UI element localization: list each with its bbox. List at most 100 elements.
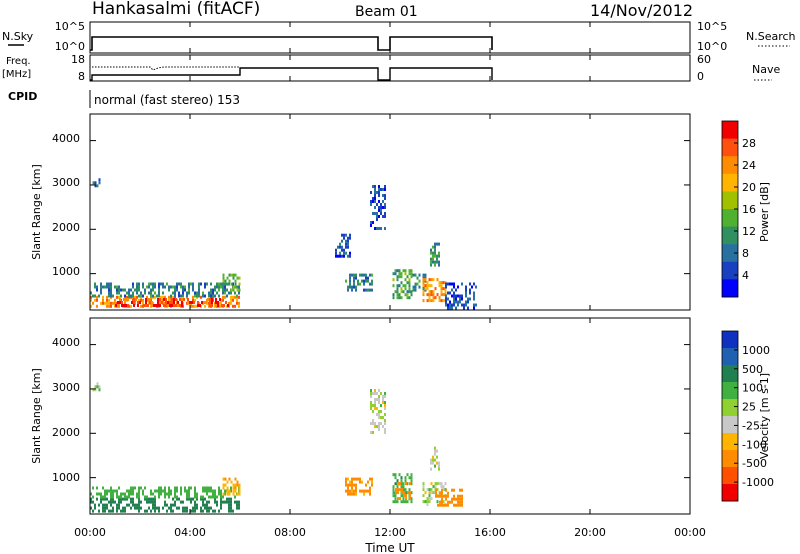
- heatmap-cell: [451, 303, 453, 307]
- heatmap-cell: [220, 500, 222, 504]
- heatmap-cell: [473, 294, 475, 298]
- heatmap-cell: [349, 279, 351, 283]
- heatmap-cell: [230, 489, 232, 493]
- heatmap-cell: [108, 294, 110, 298]
- heatmap-cell: [158, 495, 160, 499]
- heatmap-cell: [208, 495, 210, 499]
- heatmap-cell: [181, 298, 183, 301]
- heatmap-cell: [202, 294, 204, 298]
- heatmap-cell: [416, 282, 419, 286]
- heatmap-cell: [439, 503, 441, 507]
- heatmap-cell: [398, 275, 401, 279]
- heatmap-cell: [226, 489, 229, 493]
- heatmap-cell: [359, 273, 361, 277]
- heatmap-cell: [214, 288, 216, 292]
- heatmap-cell: [392, 491, 395, 495]
- heatmap-cell: [370, 389, 372, 392]
- heatmap-cell: [104, 503, 106, 507]
- heatmap-cell: [376, 425, 378, 428]
- heatmap-cell: [156, 506, 158, 510]
- colorbar-swatch: [722, 173, 738, 192]
- heatmap-cell: [150, 294, 152, 298]
- heatmap-cell: [192, 288, 194, 292]
- heatmap-cell: [140, 500, 142, 504]
- heatmap-cell: [455, 497, 457, 501]
- heatmap-cell: [160, 492, 162, 496]
- heatmap-cell: [461, 494, 463, 498]
- heatmap-cell: [400, 281, 403, 285]
- heatmap-cell: [148, 506, 150, 510]
- heatmap-cell: [222, 273, 225, 277]
- heatmap-cell: [180, 294, 182, 298]
- heatmap-cell: [445, 300, 447, 304]
- heatmap-cell: [473, 282, 475, 286]
- heatmap-cell: [180, 285, 182, 289]
- heatmap-cell: [234, 500, 236, 504]
- heatmap-cell: [374, 398, 376, 401]
- freq-unit-label: [MHz]: [2, 69, 31, 80]
- heatmap-cell: [178, 497, 180, 501]
- heatmap-cell: [136, 495, 138, 499]
- heatmap-cell: [106, 301, 108, 305]
- heatmap-cell: [222, 483, 225, 487]
- heatmap-cell: [90, 304, 92, 308]
- heatmap-cell: [234, 295, 236, 299]
- heatmap-cell: [204, 503, 206, 507]
- heatmap-cell: [378, 185, 380, 188]
- heatmap-cell: [361, 480, 363, 484]
- heatmap-cell: [408, 290, 411, 294]
- heatmap-cell: [154, 285, 156, 289]
- heatmap-cell: [131, 301, 133, 304]
- heatmap-cell: [144, 497, 146, 501]
- heatmap-cell: [92, 181, 95, 185]
- heatmap-cell: [398, 272, 401, 276]
- heatmap-cell: [439, 500, 441, 504]
- heatmap-cell: [132, 486, 134, 490]
- heatmap-cell: [204, 285, 206, 289]
- heatmap-cell: [138, 497, 140, 501]
- heatmap-cell: [457, 500, 459, 504]
- heatmap-cell: [177, 301, 179, 304]
- heatmap-cell: [353, 492, 355, 496]
- heatmap-cell: [434, 482, 437, 486]
- heatmap-cell: [192, 304, 194, 308]
- heatmap-cell: [224, 291, 226, 295]
- heatmap-cell: [100, 291, 102, 295]
- colorbar-swatch: [722, 433, 738, 451]
- heatmap-cell: [194, 495, 196, 499]
- heatmap-cell: [443, 494, 445, 498]
- heatmap-cell: [220, 503, 222, 507]
- freq-left-tick-bottom: 8: [78, 70, 85, 83]
- heatmap-cell: [126, 295, 128, 299]
- heatmap-cell: [400, 500, 403, 504]
- velocity-colorbar: 1000 500 100 25 -25 -100 -500 -1000: [721, 330, 774, 502]
- heatmap-cell: [449, 282, 451, 286]
- heatmap-cell: [149, 298, 151, 301]
- heatmap-cell: [447, 491, 449, 495]
- heatmap-cell: [117, 301, 119, 304]
- heatmap-cell: [398, 284, 401, 288]
- heatmap-cell: [376, 392, 378, 395]
- heatmap-cell: [404, 479, 407, 483]
- heatmap-cell: [154, 291, 156, 295]
- heatmap-cell: [335, 251, 337, 255]
- heatmap-cell: [436, 500, 439, 504]
- heatmap-cell: [428, 494, 431, 498]
- colorbar-tick-label: 4: [742, 269, 749, 282]
- heatmap-cell: [164, 495, 166, 499]
- heatmap-cell: [438, 242, 440, 246]
- heatmap-cell: [457, 294, 459, 298]
- heatmap-cell: [410, 272, 413, 276]
- heatmap-cell: [236, 483, 239, 487]
- heatmap-cell: [220, 301, 222, 305]
- heatmap-cell: [92, 495, 94, 499]
- heatmap-cell: [216, 503, 218, 507]
- heatmap-cell: [410, 491, 413, 495]
- heatmap-cell: [382, 206, 384, 209]
- heatmap-cell: [164, 503, 166, 507]
- heatmap-cell: [179, 304, 181, 307]
- heatmap-cell: [382, 416, 384, 419]
- heatmap-cell: [422, 299, 425, 303]
- heatmap-cell: [341, 254, 343, 258]
